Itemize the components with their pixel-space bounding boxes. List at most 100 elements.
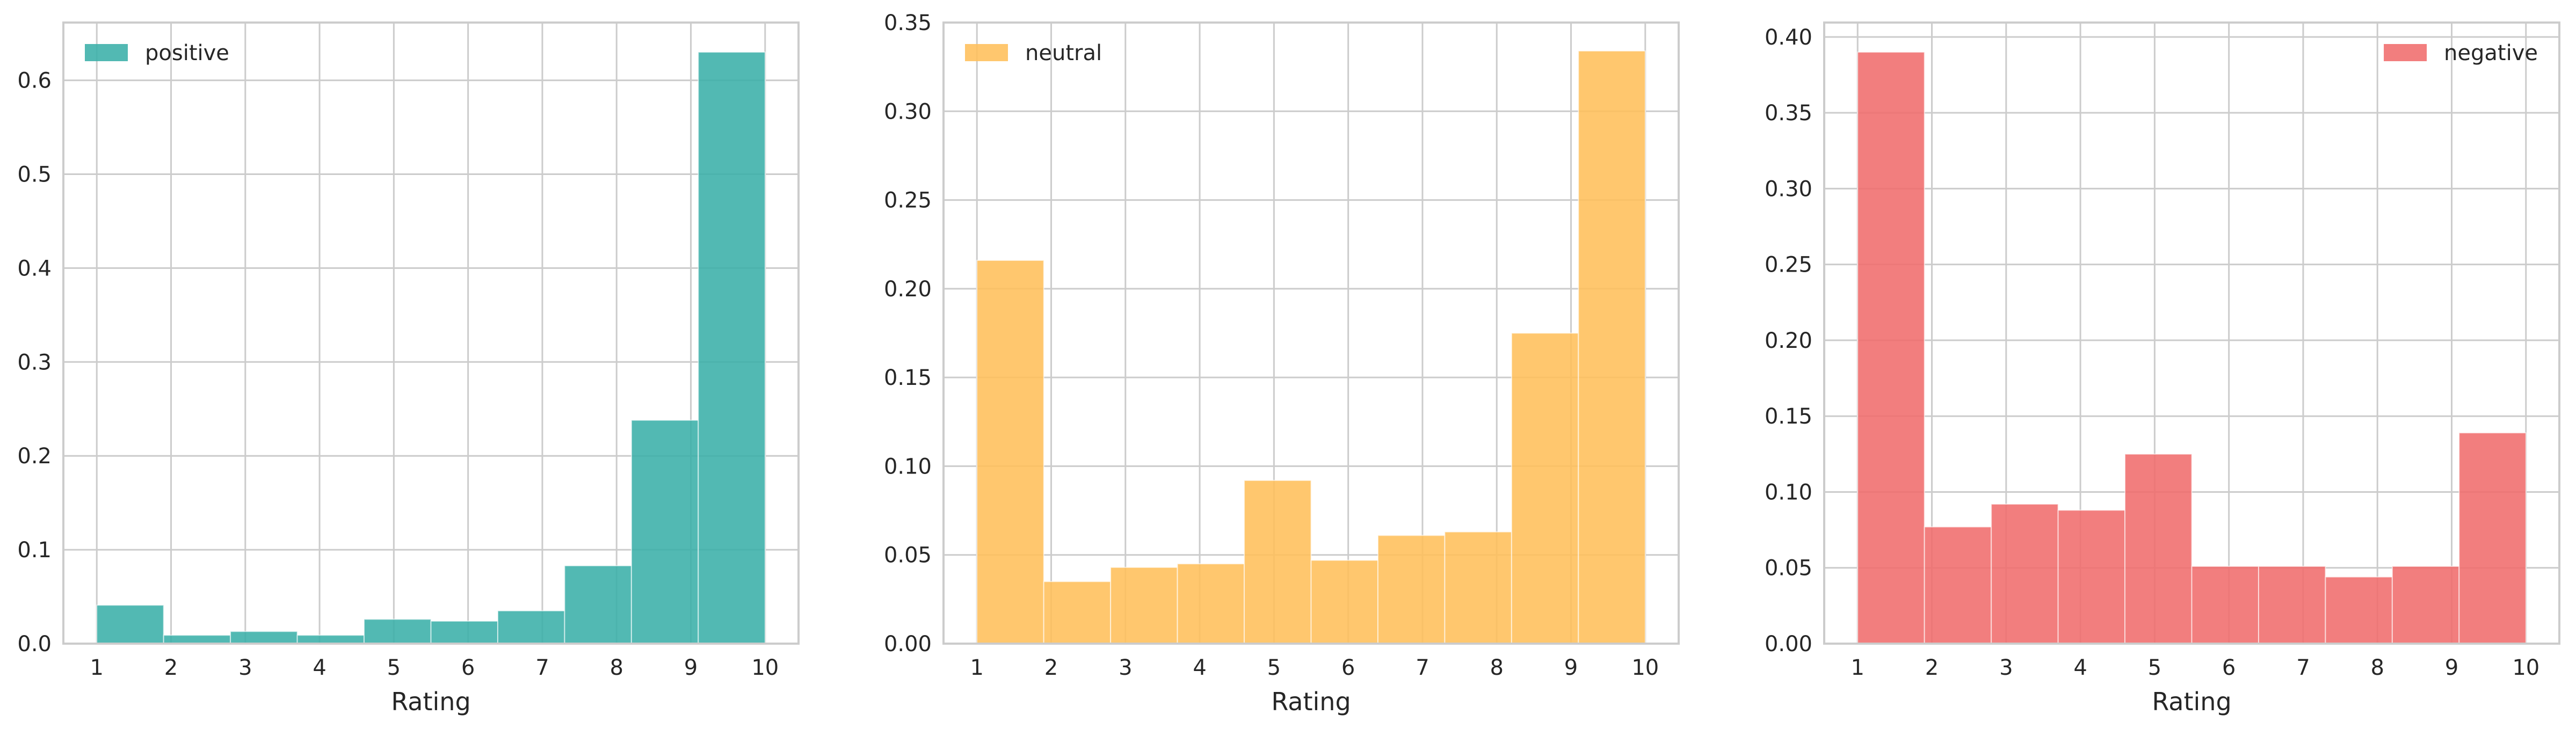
y-tick-label: 0.10 [1765,480,1812,505]
legend-label: positive [145,41,229,65]
y-tick-label: 0.25 [884,188,932,213]
bar [630,419,699,644]
legend-swatch [2384,44,2427,61]
x-tick-label: 2 [1925,655,1939,680]
y-tick-label: 0.5 [17,162,52,187]
bar [1578,50,1646,644]
y-tick-label: 0.25 [1765,253,1812,278]
y-tick-label: 0.00 [1765,632,1812,657]
bar [1043,581,1112,645]
x-tick-label: 3 [238,655,252,680]
x-tick-label: 3 [1119,655,1132,680]
plot-frame [62,21,800,645]
bar [1857,52,1925,645]
bar [1177,563,1245,644]
legend-label: negative [2444,41,2538,65]
bar [230,631,298,645]
bar [296,635,365,645]
x-tick-label: 4 [1193,655,1206,680]
bar [2391,565,2460,645]
bar [1924,526,1992,645]
x-tick-label: 8 [2370,655,2384,680]
y-tick-label: 0.2 [17,444,52,469]
y-tick-label: 0.05 [884,543,932,568]
y-tick-label: 0.20 [1765,329,1812,353]
y-tick-label: 0.3 [17,350,52,375]
bar [698,52,766,645]
bar [2458,432,2527,644]
legend: negative [2384,41,2538,65]
x-tick-label: 10 [751,655,779,680]
x-tick-label: 6 [2222,655,2236,680]
x-tick-label: 8 [1490,655,1503,680]
x-tick-label: 1 [1851,655,1864,680]
y-tick-label: 0.30 [884,99,932,124]
x-tick-label: 9 [684,655,698,680]
y-tick-label: 0.15 [884,366,932,390]
x-tick-label: 7 [1416,655,1429,680]
bar [96,604,164,644]
bar [1444,531,1512,644]
bar [2124,453,2193,644]
x-tick-label: 10 [2512,655,2539,680]
bar [564,565,632,644]
legend: positive [85,41,229,65]
x-axis-label: Rating [2152,687,2231,716]
x-tick-label: 1 [90,655,104,680]
bar [1511,332,1579,644]
bar [1991,504,2059,644]
x-tick-label: 7 [2296,655,2310,680]
bar [976,259,1044,645]
chart-panel-2: 1 2 3 4 5 6 7 8 9 10 0.00 0.05 0.10 0.15 0.20 0.25 0.30 0… [884,11,1680,716]
x-tick-label: 2 [164,655,178,680]
y-tick-label: 0.10 [884,454,932,479]
x-tick-label: 9 [2445,655,2458,680]
x-tick-label: 4 [2073,655,2087,680]
y-tick-label: 0.35 [1765,101,1812,126]
y-tick-label: 0.20 [884,277,932,302]
x-tick-label: 10 [1631,655,1659,680]
bar [1377,535,1446,645]
x-tick-label: 5 [387,655,401,680]
bar [364,618,432,644]
legend-swatch [85,44,128,61]
legend: neutral [965,41,1102,65]
y-tick-label: 0.05 [1765,556,1812,581]
x-tick-label: 2 [1044,655,1058,680]
y-tick-label: 0.30 [1765,177,1812,201]
x-tick-label: 5 [2148,655,2161,680]
chart-panel-3: 1 2 3 4 5 6 7 8 9 10 0.00 0.05 0.10 0.15 0.20 0.25 0.30 0… [1765,21,2560,716]
bar [497,610,565,645]
y-tick-label: 0.15 [1765,404,1812,429]
y-tick-label: 0.00 [884,632,932,657]
bar [163,635,231,645]
y-tick-label: 0.6 [17,69,52,93]
plot-frame [942,21,1680,645]
bar [2258,565,2326,645]
x-tick-label: 6 [461,655,475,680]
plot-frame [1823,21,2560,645]
x-tick-label: 9 [1564,655,1578,680]
y-tick-label: 0.4 [17,256,52,281]
y-tick-label: 0.40 [1765,25,1812,50]
bar [2057,509,2126,644]
bar [2325,576,2393,644]
y-tick-label: 0.0 [17,632,52,657]
y-tick-label: 0.1 [17,538,52,563]
x-tick-label: 5 [1267,655,1281,680]
x-tick-label: 1 [970,655,984,680]
x-axis-label: Rating [391,687,470,716]
bar [430,621,498,645]
bar [1244,479,1312,644]
x-tick-label: 4 [313,655,326,680]
legend-swatch [965,44,1008,61]
x-axis-label: Rating [1271,687,1351,716]
x-tick-label: 6 [1341,655,1355,680]
x-tick-label: 7 [535,655,549,680]
bar [1110,566,1178,644]
y-tick-label: 0.35 [884,11,932,35]
x-tick-label: 8 [609,655,623,680]
legend-label: neutral [1025,41,1102,65]
bar [2191,565,2259,645]
